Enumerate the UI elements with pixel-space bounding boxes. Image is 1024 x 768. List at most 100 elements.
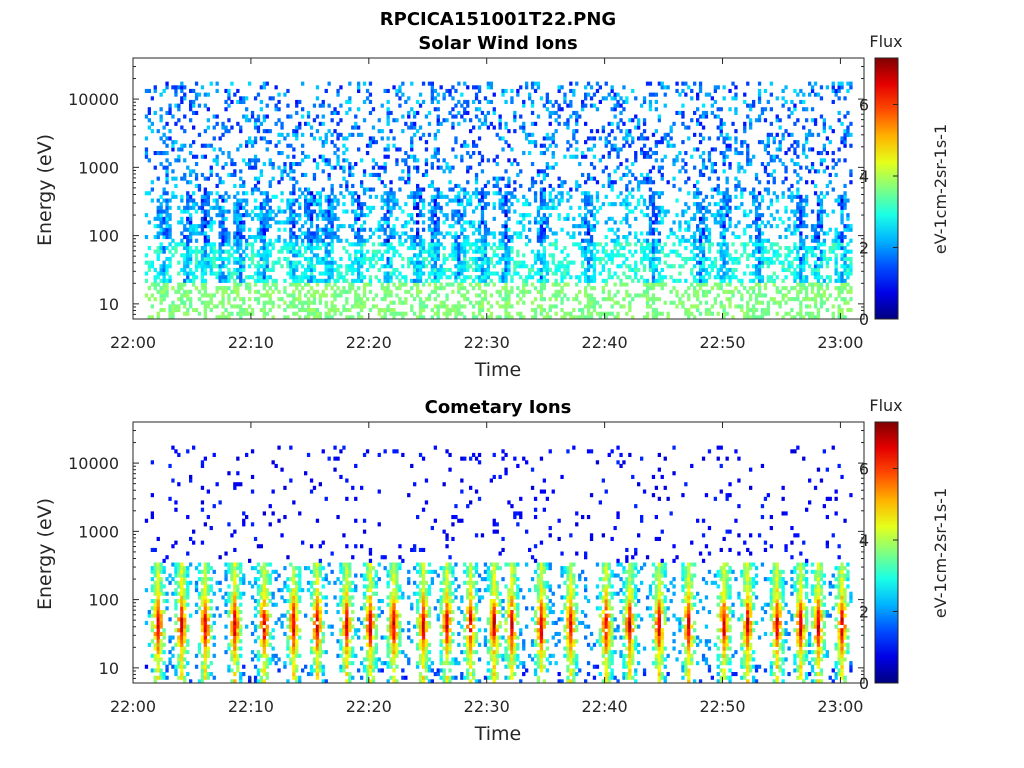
spectrogram-cell [719, 304, 723, 309]
spectrogram-cell [330, 231, 334, 236]
spectrogram-cell [693, 81, 697, 86]
spectrogram-cell [545, 260, 549, 265]
spectrogram-cell [183, 293, 187, 298]
spectrogram-cell [180, 125, 184, 130]
spectrogram-cell [165, 176, 169, 181]
spectrogram-cell [698, 88, 703, 93]
spectrogram-cell [619, 147, 623, 152]
spectrogram-cell [634, 293, 638, 298]
spectrogram-cell [696, 191, 700, 196]
spectrogram-cell [640, 209, 644, 214]
spectrogram-cell [330, 249, 334, 254]
spectrogram-cell [324, 136, 328, 141]
spectrogram-cell [156, 205, 160, 210]
spectrogram-cell [324, 253, 328, 258]
spectrogram-cell [401, 209, 405, 214]
spectrogram-cell [489, 256, 493, 261]
spectrogram-cell [581, 246, 585, 251]
spectrogram-cell [530, 264, 535, 269]
spectrogram-cell [180, 253, 184, 258]
spectrogram-cell [265, 103, 269, 108]
spectrogram-cell [330, 140, 334, 145]
spectrogram-cell [554, 238, 558, 243]
spectrogram-cell [330, 213, 334, 218]
spectrogram-cell [159, 213, 163, 218]
spectrogram-cell [265, 260, 269, 265]
spectrogram-cell [486, 125, 490, 130]
spectrogram-cell [430, 231, 434, 236]
spectrogram-cell [227, 293, 231, 298]
spectrogram-cell [301, 300, 305, 305]
spectrogram-cell [418, 238, 423, 243]
spectrogram-cell [183, 114, 187, 119]
spectrogram-cell [413, 154, 417, 159]
spectrogram-cell [743, 231, 747, 236]
spectrogram-cell [684, 311, 688, 316]
spectrogram-cell [760, 231, 765, 236]
spectrogram-cell [669, 227, 673, 232]
spectrogram-cell [784, 176, 788, 181]
spectrogram-cell [292, 253, 296, 258]
spectrogram-cell [206, 300, 210, 305]
spectrogram-cell [324, 304, 328, 309]
spectrogram-cell [719, 121, 723, 126]
spectrogram-cell [507, 238, 511, 243]
spectrogram-cell [663, 242, 667, 247]
spectrogram-cell [510, 191, 514, 196]
spectrogram-cell [280, 151, 284, 156]
spectrogram-cell [448, 231, 452, 236]
spectrogram-cell [498, 187, 502, 192]
spectrogram-cell [784, 235, 788, 240]
spectrogram-cell [183, 242, 187, 247]
spectrogram-cell [442, 158, 446, 163]
spectrogram-cell [168, 162, 172, 167]
spectrogram-cell [681, 158, 685, 163]
spectrogram-cell [433, 289, 437, 294]
spectrogram-cell [386, 154, 390, 159]
spectrogram-cell [236, 242, 240, 247]
spectrogram-cell [707, 235, 712, 240]
spectrogram-cell [472, 191, 476, 196]
spectrogram-cell [486, 180, 490, 185]
spectrogram-cell [525, 278, 529, 283]
spectrogram-cell [492, 271, 496, 276]
spectrogram-cell [192, 231, 196, 236]
spectrogram-cell [539, 220, 544, 225]
spectrogram-cell [304, 172, 308, 177]
spectrogram-cell [439, 165, 443, 170]
spectrogram-cell [539, 308, 544, 313]
spectrogram-cell [433, 271, 437, 276]
spectrogram-cell [239, 216, 243, 221]
spectrogram-cell [383, 183, 387, 188]
spectrogram-cell [454, 242, 458, 247]
spectrogram-cell [253, 213, 258, 218]
solar-wind-spectrogram [144, 81, 853, 320]
spectrogram-cell [740, 242, 744, 247]
spectrogram-cell [330, 187, 334, 192]
spectrogram-cell [498, 118, 502, 123]
spectrogram-cell [298, 249, 302, 254]
spectrogram-cell [324, 246, 328, 251]
spectrogram-cell [589, 297, 594, 302]
spectrogram-cell [357, 242, 361, 247]
spectrogram-cell [513, 271, 517, 276]
spectrogram-cell [693, 191, 697, 196]
spectrogram-cell [578, 275, 582, 280]
spectrogram-cell [651, 132, 656, 137]
spectrogram-cell [433, 209, 437, 214]
spectrogram-cell [239, 205, 243, 210]
spectrogram-cell [472, 256, 476, 261]
spectrogram-cell [168, 264, 172, 269]
spectrogram-cell [613, 293, 617, 298]
spectrogram-cell [530, 300, 535, 305]
spectrogram-cell [648, 282, 653, 287]
spectrogram-cell [757, 118, 762, 123]
spectrogram-cell [542, 176, 546, 181]
spectrogram-cell [144, 278, 149, 283]
spectrogram-cell [262, 129, 266, 134]
spectrogram-cell [298, 125, 302, 130]
spectrogram-cell [147, 88, 151, 93]
spectrogram-cell [436, 165, 440, 170]
spectrogram-cell [398, 235, 402, 240]
spectrogram-cell [386, 275, 390, 280]
